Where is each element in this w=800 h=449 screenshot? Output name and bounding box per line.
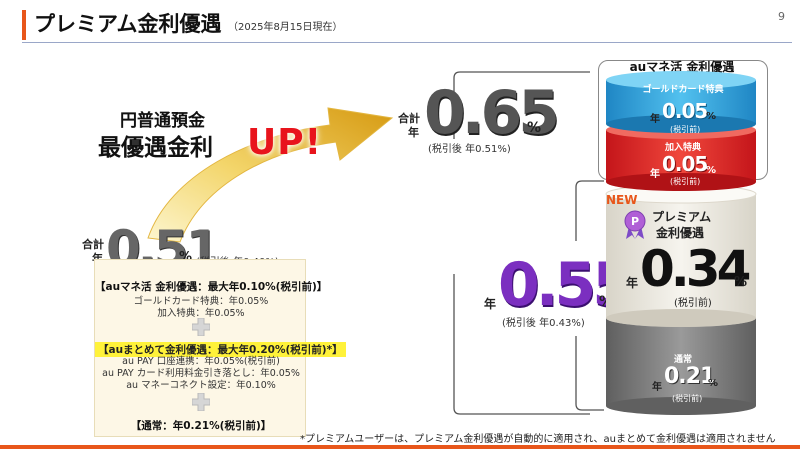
up-label: UP! (247, 122, 323, 163)
normal-year: 年 (652, 382, 662, 393)
au-money-heading: 【auマネ活 金利優遇：最大年0.10%(税引前)】 (95, 281, 328, 293)
au-money-connect-text: au マネーコネクト設定：年0.10% (126, 380, 276, 391)
normal-tax: (税引前) (672, 394, 703, 403)
bottom-accent-line (0, 445, 800, 449)
best-rate-label: 最優遇金利 (98, 135, 213, 161)
footnote: *プレミアムユーザーは、プレミアム金利優遇が自動的に適用され、auまとめて金利優… (300, 434, 776, 445)
gold-card-label: ゴールドカード特典 (642, 85, 724, 95)
au-pay-card-text: au PAY カード利用料金引き落とし：年0.05% (102, 368, 300, 379)
subtotal-year-label: 年 (484, 297, 497, 311)
premium-medal-icon: P (624, 210, 646, 239)
normal-label: 通常 (674, 355, 693, 365)
gold-card-tax: (税引前) (670, 125, 701, 134)
page-number: 9 (778, 10, 785, 23)
header-divider (22, 42, 792, 43)
plus-icon (192, 318, 210, 336)
deposit-type-label: 円普通預金 (120, 111, 205, 131)
au-pay-link-text: au PAY 口座連携：年0.05%(税引前) (122, 356, 280, 367)
join-benefit-percent: % (706, 165, 717, 176)
plus-icon (192, 393, 210, 411)
normal-percent: % (708, 378, 719, 389)
join-benefit-tax: (税引前) (670, 177, 701, 186)
gold-card-year: 年 (650, 114, 660, 125)
premium-value: 0.34 (640, 240, 751, 298)
gold-arrow-icon (147, 107, 394, 243)
rate-detail-box: 【auマネ活 金利優遇：最大年0.10%(税引前)】 ゴールドカード特典：年0.… (94, 259, 346, 437)
gold-card-benefit-text: ゴールドカード特典：年0.05% (133, 296, 269, 307)
au-matomete-heading: 【auまとめて金利優遇：最大年0.20%(税引前)*】 (95, 342, 346, 357)
premium-label-line1: プレミアム (652, 210, 712, 224)
normal-value: 0.21 (664, 364, 715, 389)
page-date: （2025年8月15日現在） (228, 22, 343, 33)
page-title: プレミアム金利優遇 (34, 12, 222, 36)
join-benefit-text: 加入特典：年0.05% (157, 308, 245, 319)
gold-card-value: 0.05 (662, 99, 708, 123)
new-badge: NEW (606, 193, 638, 207)
subtotal-bracket (575, 180, 604, 411)
gold-card-cylinder (606, 71, 756, 133)
new-total-after-tax: (税引後 年0.51%) (428, 144, 511, 155)
premium-tax: (税引前) (674, 298, 712, 309)
new-total-value: 0.65 (424, 78, 560, 148)
premium-badge-letter: P (631, 215, 639, 228)
new-total-year-label: 年 (408, 126, 419, 139)
old-rate-year-label: 年 (92, 250, 103, 266)
join-benefit-label: 加入特典 (664, 143, 701, 153)
old-rate-total-label: 合計 (82, 238, 104, 251)
premium-year: 年 (626, 276, 639, 290)
subtotal-after-tax: (税引後 年0.43%) (502, 318, 585, 329)
new-total-label: 合計 (398, 112, 420, 125)
au-matomete-heading-row: 【auまとめて金利優遇：最大年0.20%(税引前)*】 (95, 338, 346, 357)
title-accent-bar (22, 10, 26, 40)
gold-card-percent: % (706, 111, 717, 122)
rate-cylinders (605, 71, 757, 415)
join-benefit-year: 年 (650, 169, 660, 180)
premium-percent: % (734, 275, 748, 290)
total-bracket (453, 71, 590, 415)
new-total-percent: % (527, 120, 542, 136)
premium-label-line2: 金利優遇 (656, 226, 705, 240)
au-money-title: auマネ活 金利優遇 (629, 60, 735, 74)
normal-rate-heading: 【通常：年0.21%(税引前)】 (130, 420, 272, 432)
join-benefit-value: 0.05 (662, 152, 708, 176)
